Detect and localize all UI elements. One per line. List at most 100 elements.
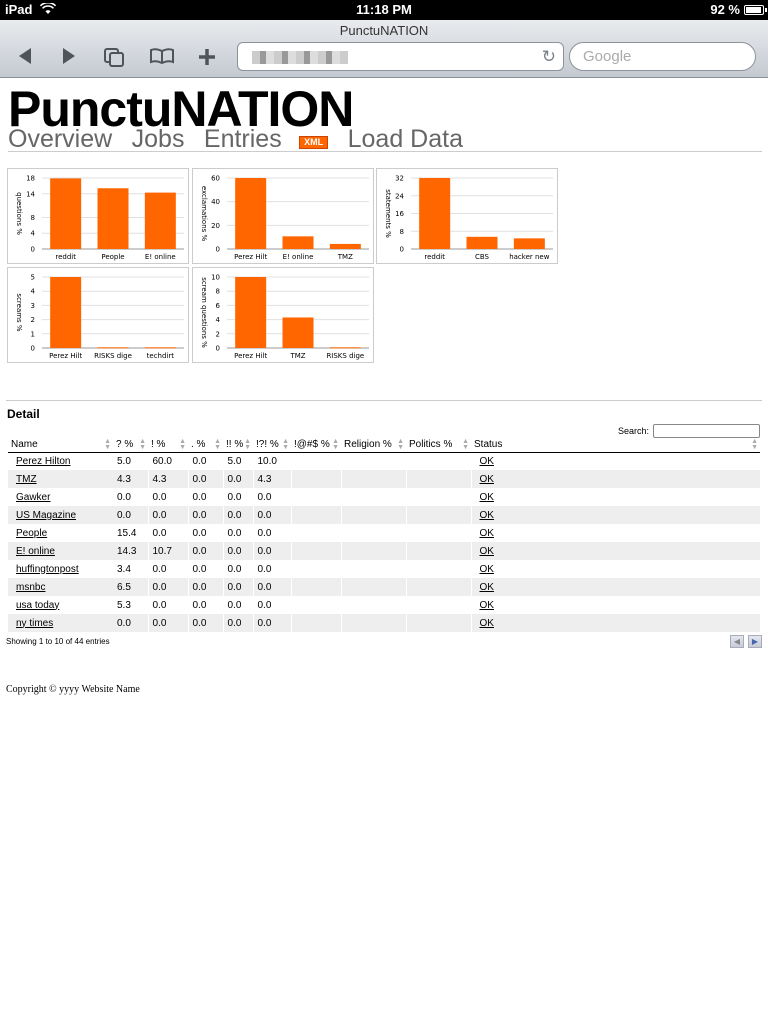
table-row: msnbc 6.5 0.0 0.0 0.0 0.0 OK <box>8 578 760 596</box>
site-name-link[interactable]: E! online <box>16 545 55 557</box>
y-tick-label: 40 <box>211 198 220 206</box>
y-tick-label: 0 <box>31 246 35 254</box>
xml-feed-badge[interactable]: XML <box>299 136 329 149</box>
table-search-input[interactable] <box>653 424 760 438</box>
site-name-cell: huffingtonpost <box>8 560 113 578</box>
column-header[interactable]: !@#$ % ▲ ▼ <box>291 438 341 453</box>
column-header[interactable]: Status ▲ ▼ <box>471 438 760 453</box>
value-cell <box>291 542 342 560</box>
value-cell: 0.0 <box>223 542 254 560</box>
redacted-url <box>252 51 348 64</box>
value-cell: 0.0 <box>148 596 189 614</box>
carrier-label: iPad <box>5 2 33 17</box>
site-name-cell: E! online <box>8 542 113 560</box>
value-cell <box>341 578 407 596</box>
pages-button[interactable] <box>101 47 127 69</box>
column-header[interactable]: Religion % ▲ ▼ <box>341 438 406 453</box>
column-header-label: Religion % <box>344 439 392 451</box>
value-cell <box>406 488 472 506</box>
table-row: TMZ 4.3 4.3 0.0 0.0 4.3 OK <box>8 470 760 488</box>
site-name-link[interactable]: Perez Hilton <box>16 455 71 467</box>
address-bar[interactable]: ↻ <box>237 42 564 71</box>
value-cell: 0.0 <box>253 560 292 578</box>
column-header[interactable]: !?! % ▲ ▼ <box>253 438 291 453</box>
column-header-label: Name <box>11 439 38 451</box>
column-header-label: !?! % <box>256 439 279 451</box>
value-cell <box>291 596 342 614</box>
value-cell: 0.0 <box>148 560 189 578</box>
y-tick-label: 2 <box>31 316 35 324</box>
nav-overview[interactable]: Overview <box>8 125 113 153</box>
site-name-link[interactable]: usa today <box>16 599 60 611</box>
value-cell <box>341 506 407 524</box>
sort-icon: ▲ ▼ <box>244 438 251 451</box>
y-axis-label: screams % <box>15 293 23 332</box>
value-cell: 14.3 <box>113 542 149 560</box>
value-cell: 10.0 <box>253 452 292 470</box>
clock: 11:18 PM <box>356 2 412 17</box>
status-cell: OK <box>471 614 760 632</box>
site-name-cell: People <box>8 524 113 542</box>
previous-page-button[interactable]: ◀ <box>730 635 744 648</box>
y-tick-label: 32 <box>395 175 404 183</box>
site-name-cell: TMZ <box>8 470 113 488</box>
site-name-link[interactable]: huffingtonpost <box>16 563 79 575</box>
site-name-link[interactable]: People <box>16 527 48 539</box>
y-tick-label: 10 <box>211 274 220 282</box>
detail-heading: Detail <box>7 407 40 421</box>
x-tick-label: TMZ <box>337 253 353 261</box>
column-header[interactable]: . % ▲ ▼ <box>188 438 223 453</box>
site-name-link[interactable]: TMZ <box>16 473 37 485</box>
status-link[interactable]: OK <box>479 581 494 593</box>
status-link[interactable]: OK <box>479 527 494 539</box>
status-link[interactable]: OK <box>479 473 494 485</box>
value-cell: 0.0 <box>188 506 224 524</box>
y-tick-label: 20 <box>211 222 220 230</box>
next-page-button[interactable]: ▶ <box>748 635 762 648</box>
value-cell <box>341 560 407 578</box>
reload-icon[interactable]: ↻ <box>541 47 556 66</box>
site-name-link[interactable]: US Magazine <box>16 509 77 521</box>
status-link[interactable]: OK <box>479 455 494 467</box>
status-link[interactable]: OK <box>479 545 494 557</box>
x-tick-label: RISKS dige <box>94 352 132 360</box>
status-link[interactable]: OK <box>479 599 494 611</box>
value-cell: 0.0 <box>253 524 292 542</box>
bar <box>97 188 129 249</box>
status-link[interactable]: OK <box>479 491 494 503</box>
y-tick-label: 4 <box>31 230 36 238</box>
column-header[interactable]: ? % ▲ ▼ <box>113 438 148 453</box>
y-tick-label: 5 <box>31 274 35 282</box>
status-cell: OK <box>471 578 760 596</box>
site-name-link[interactable]: Gawker <box>16 491 51 503</box>
site-name-cell: Gawker <box>8 488 113 506</box>
value-cell <box>406 542 472 560</box>
nav-load-data[interactable]: Load Data <box>347 125 463 153</box>
status-link[interactable]: OK <box>479 563 494 575</box>
value-cell <box>341 524 407 542</box>
forward-button[interactable] <box>56 47 82 69</box>
bookmarks-button[interactable] <box>149 47 175 69</box>
nav-entries[interactable]: Entries <box>203 125 282 153</box>
column-header[interactable]: !! % ▲ ▼ <box>223 438 253 453</box>
column-header-label: !@#$ % <box>294 439 330 451</box>
site-name-link[interactable]: msnbc <box>16 581 46 593</box>
chart-exclamations: 0 20 40 60 exclamations % Perez Hilt E! online… <box>192 168 374 264</box>
x-tick-label: hacker new <box>509 253 550 261</box>
status-link[interactable]: OK <box>479 617 494 629</box>
column-header[interactable]: Name ▲ ▼ <box>8 438 113 453</box>
y-tick-label: 18 <box>26 175 35 183</box>
nav-jobs[interactable]: Jobs <box>131 125 185 153</box>
status-link[interactable]: OK <box>479 509 494 521</box>
value-cell: 0.0 <box>223 614 254 632</box>
site-name-link[interactable]: ny times <box>16 617 54 629</box>
back-button[interactable] <box>12 47 38 69</box>
x-tick-label: reddit <box>424 253 445 261</box>
chart-scream-questions: 0 2 4 6 8 10 scream questions % Perez Hilt TMZ RI… <box>192 267 374 363</box>
footer-copyright: Copyright © yyyy Website Name <box>6 684 140 695</box>
add-bookmark-button[interactable] <box>194 47 220 69</box>
value-cell: 0.0 <box>223 488 254 506</box>
column-header[interactable]: ! % ▲ ▼ <box>148 438 188 453</box>
google-search-input[interactable]: Google <box>569 42 756 71</box>
column-header[interactable]: Politics % ▲ ▼ <box>406 438 471 453</box>
